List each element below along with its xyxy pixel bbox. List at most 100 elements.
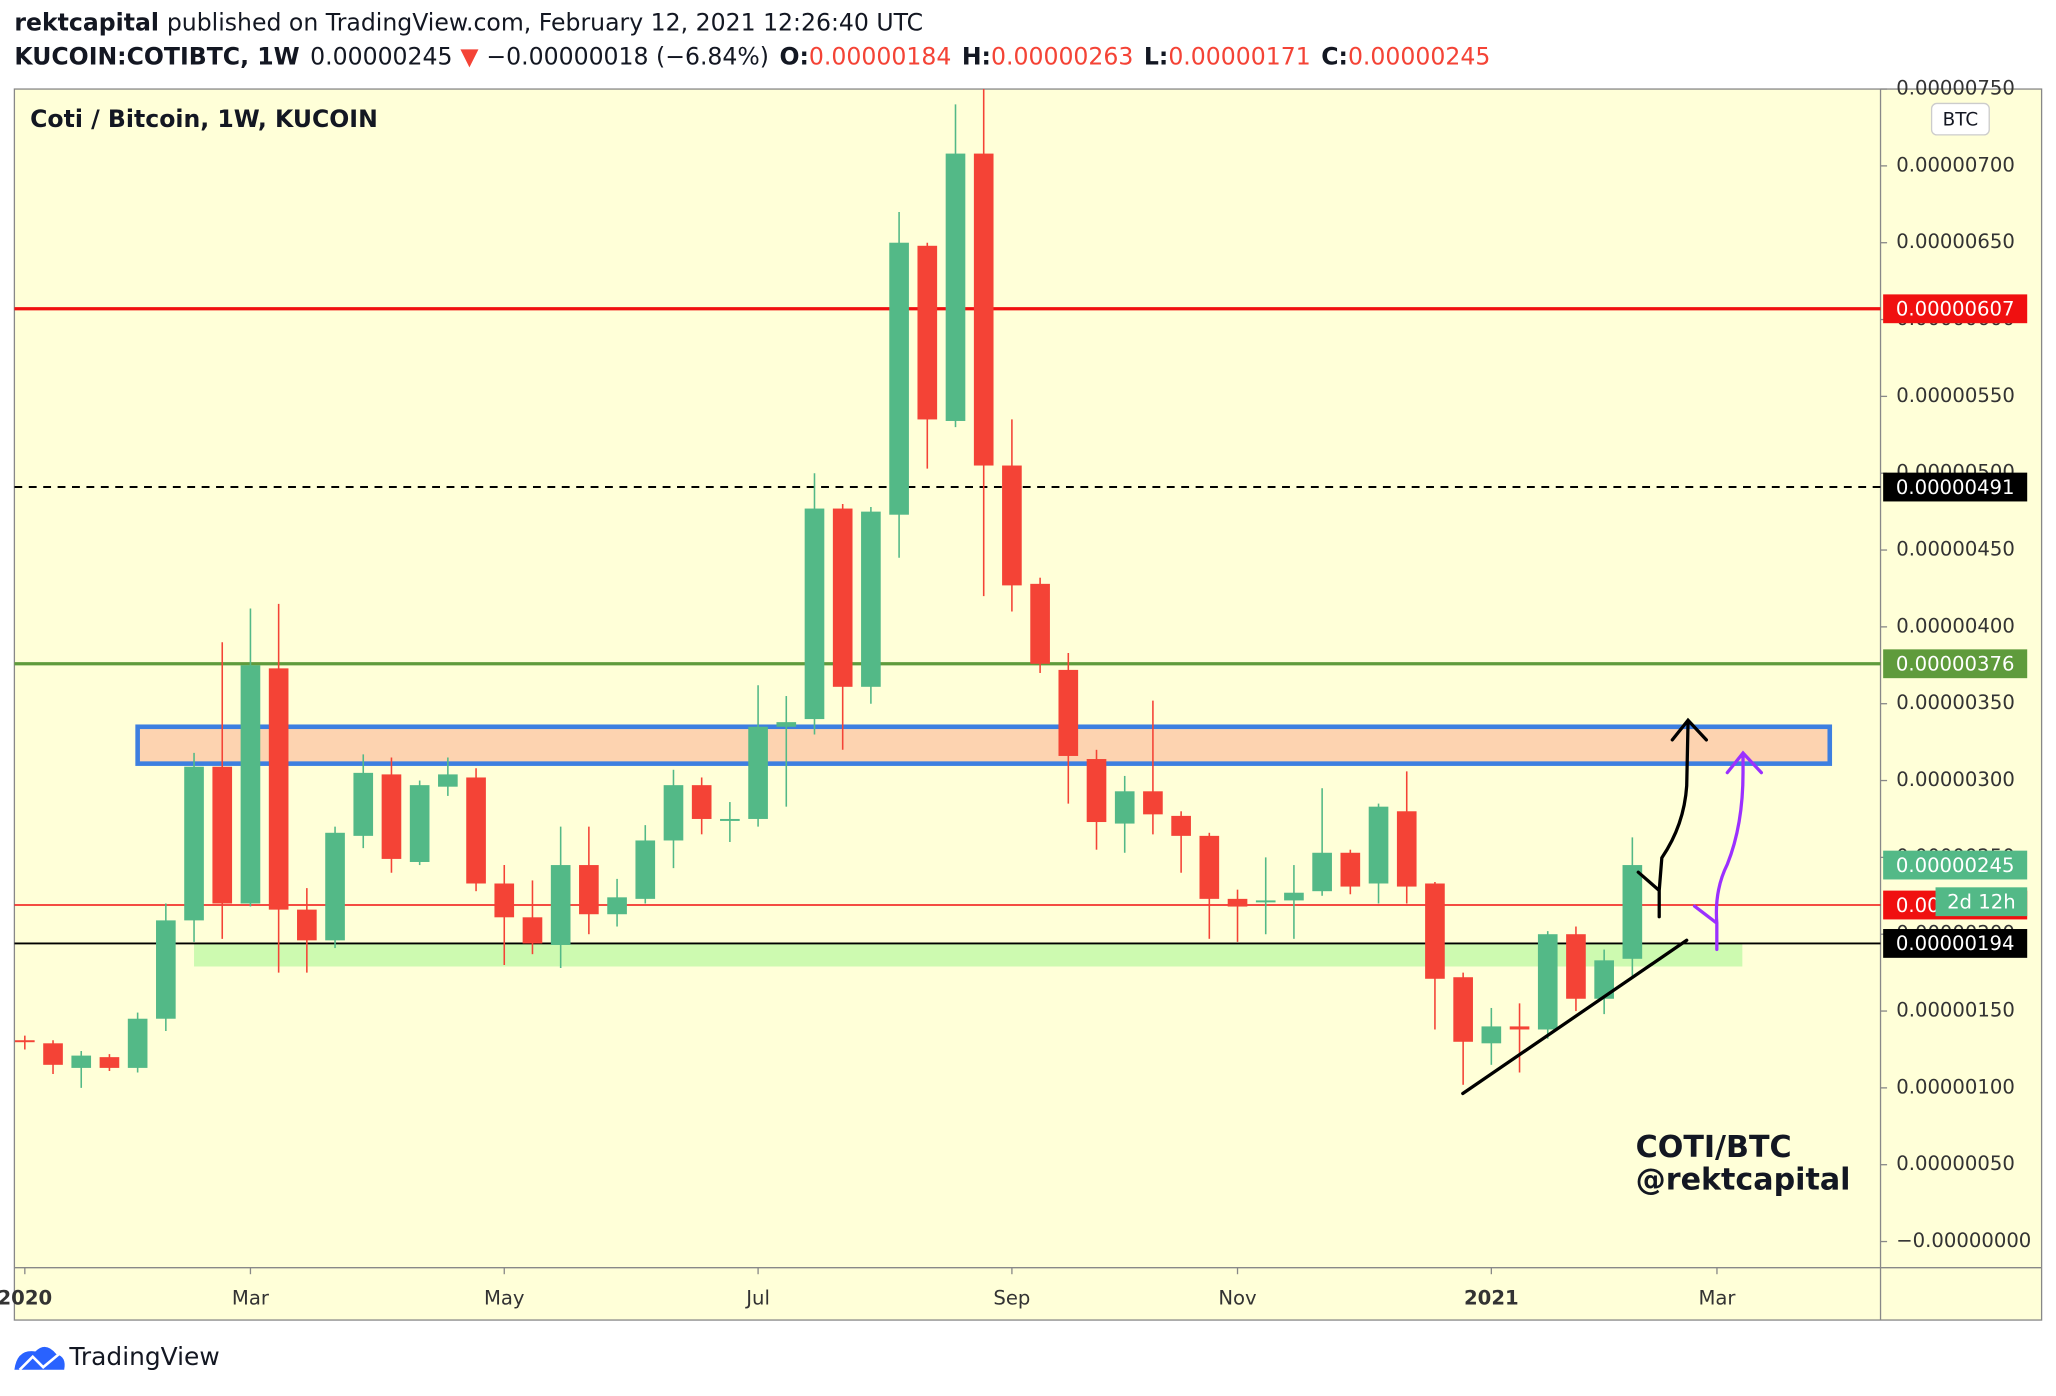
candle-body — [635, 840, 656, 899]
candle-body — [297, 909, 317, 941]
price-label: 0.00000194 — [1896, 932, 2015, 955]
c: 0.00000245 — [1348, 42, 1490, 70]
x-tick-label: Nov — [1218, 1287, 1257, 1310]
y-tick-label: 0.00000550 — [1896, 384, 2015, 407]
candle-body — [409, 785, 430, 862]
plot — [14, 89, 1881, 1088]
candle-body — [832, 508, 853, 687]
o-label: O: — [779, 42, 808, 70]
y-tick-label: 0.00000750 — [1896, 77, 2015, 100]
candle-body — [1537, 934, 1558, 1030]
candle-body — [1312, 852, 1332, 892]
arrow: ▼ — [460, 42, 479, 70]
price-label-box — [1883, 294, 2028, 324]
candle-body — [889, 242, 909, 515]
change: −0.00000018 (−6.84%) — [486, 42, 769, 70]
candle-body — [494, 883, 515, 918]
author: rektcapital — [14, 8, 159, 36]
candle-body — [466, 777, 486, 884]
x-tick-label: Jul — [744, 1287, 770, 1310]
l: 0.00000171 — [1168, 42, 1310, 70]
price-label-box — [1883, 850, 2028, 880]
candle-body — [1002, 465, 1022, 586]
y-tick-label: 0.00000700 — [1896, 153, 2015, 176]
y-tick-label: 0.00000100 — [1896, 1075, 2015, 1098]
candle-body — [1453, 977, 1473, 1042]
o: 0.00000184 — [809, 42, 951, 70]
axes: −0.00000000 0.00000050 0.00000100 0.0000015… — [0, 77, 2031, 1310]
candle-body — [1622, 865, 1643, 959]
zone — [135, 724, 1833, 766]
candle-body — [1509, 1026, 1530, 1030]
candle-body — [776, 722, 797, 727]
chart-frame — [13, 88, 2043, 1321]
candle-body — [1114, 791, 1135, 824]
price-label: 0.00000245 — [1896, 854, 2015, 877]
price-label: 0.00000607 — [1896, 298, 2015, 321]
y-tick-label: 0.00000400 — [1896, 614, 2015, 637]
black-arrow — [1636, 717, 1708, 919]
l-label: L: — [1144, 42, 1168, 70]
candle-body — [1143, 791, 1163, 815]
watermark: @rektcapital — [1636, 1163, 1851, 1198]
candle-body — [691, 785, 712, 819]
candle-body — [917, 245, 938, 420]
candle-body — [1255, 900, 1276, 903]
symbol: KUCOIN:COTIBTC, 1W — [14, 42, 299, 70]
candle-body — [268, 668, 289, 910]
x-tick-label: Mar — [232, 1287, 270, 1310]
candle-body — [71, 1055, 92, 1068]
price-label: 0.00000491 — [1896, 476, 2015, 499]
candle-body — [945, 153, 966, 421]
candle-body — [1566, 934, 1586, 999]
candle-body — [1481, 1026, 1502, 1044]
candle-body — [43, 1043, 63, 1065]
candle-body — [325, 832, 345, 941]
tv-logo — [14, 1346, 65, 1371]
last: 0.00000245 — [310, 42, 452, 70]
candle-body — [1030, 583, 1050, 664]
candle-body — [1086, 759, 1107, 823]
watermark: COTI/BTC — [1636, 1130, 1792, 1165]
price-label-box — [1883, 472, 2028, 502]
candle-body — [973, 153, 994, 466]
h-label: H: — [962, 42, 991, 70]
countdown-box — [1935, 887, 2028, 917]
price-label-box — [1883, 929, 2028, 958]
publish-line: rektcapital published on TradingView.com,… — [14, 8, 923, 36]
purple-arrow — [1692, 750, 1763, 952]
candle-body — [748, 726, 768, 819]
candle-body — [804, 508, 825, 720]
candle-body — [550, 865, 571, 945]
candle-body — [1396, 811, 1417, 887]
candle-body — [1199, 835, 1220, 899]
candle-body — [184, 766, 204, 921]
candle-body — [212, 766, 233, 904]
candle-body — [663, 785, 684, 841]
candle-body — [381, 774, 402, 859]
candle-body — [1425, 883, 1445, 979]
candle-body — [1368, 806, 1389, 884]
y-tick-label: −0.00000000 — [1896, 1229, 2031, 1252]
chart-title: Coti / Bitcoin, 1W, KUCOIN — [30, 105, 378, 133]
candle-body — [438, 774, 458, 787]
candle-body — [720, 818, 740, 821]
x-tick-label: 2020 — [0, 1287, 52, 1310]
x-tick-label: Sep — [993, 1287, 1030, 1310]
candle-body — [861, 511, 881, 687]
currency-badge — [1930, 102, 1990, 136]
candle-body — [127, 1018, 148, 1068]
price-label: 0.00000376 — [1896, 653, 2015, 676]
candle-body — [1058, 669, 1079, 756]
countdown: 2d 12h — [1947, 891, 2016, 914]
trend-line — [1461, 938, 1689, 1096]
y-tick-label: 0.00000300 — [1896, 768, 2015, 791]
y-tick-label: 0.00000350 — [1896, 691, 2015, 714]
candle-body — [240, 665, 261, 904]
currency: BTC — [1943, 109, 1979, 130]
candle-body — [156, 920, 176, 1019]
candle-body — [1171, 815, 1191, 836]
y-tick-label: 0.00000150 — [1896, 999, 2015, 1022]
candle-body — [353, 772, 374, 836]
